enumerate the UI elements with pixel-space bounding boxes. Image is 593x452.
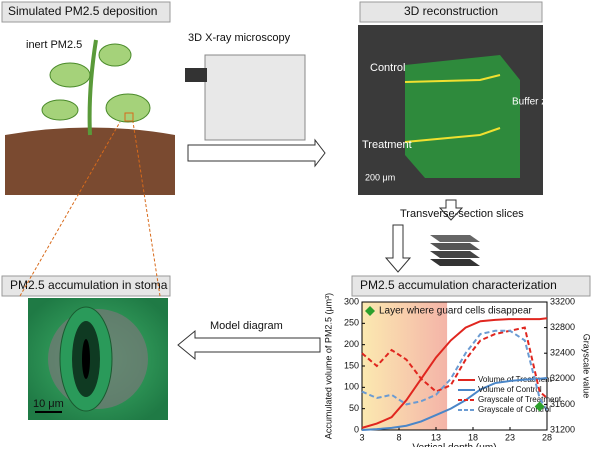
series-line (361, 376, 548, 431)
y-tick-label: 200 (344, 339, 359, 349)
x-axis-label: Vertical depth (μm) (412, 443, 496, 447)
pore (82, 339, 90, 379)
y-tick-label: 250 (344, 318, 359, 328)
y2-tick-label: 32000 (550, 373, 575, 383)
annotation: Layer where guard cells disappear (379, 306, 533, 317)
y2-tick-label: 32400 (550, 348, 575, 358)
label: Buffer zone (512, 97, 563, 108)
y2-tick-label: 31200 (550, 424, 575, 434)
soil (5, 127, 175, 195)
microscope (204, 54, 306, 141)
label: Model diagram (210, 320, 283, 332)
arrow (438, 199, 464, 221)
panel-title: Simulated PM2.5 deposition (8, 4, 157, 18)
scale-label: 10 μm (33, 398, 64, 410)
boundary (404, 127, 501, 143)
y-tick-label: 100 (344, 382, 359, 392)
annotation-marker (534, 401, 545, 412)
label: 3D X-ray microscopy (188, 32, 291, 44)
shaded-region (362, 302, 448, 430)
y-tick-label: 300 (344, 296, 359, 306)
x-tick-label: 13 (431, 432, 441, 442)
zoom-box (124, 112, 134, 122)
arrow (187, 138, 326, 168)
boundary (404, 74, 501, 83)
y-tick-label: 0 (354, 424, 359, 434)
label: Treatment (362, 139, 412, 151)
volume (405, 55, 520, 178)
legend-label: Volume of Control (478, 385, 542, 394)
x-tick-label: 28 (542, 432, 552, 442)
leaf (98, 43, 132, 67)
zoom-line (132, 121, 161, 297)
y2-tick-label: 32800 (550, 322, 575, 332)
title-box (1, 275, 171, 297)
y-tick-label: 150 (344, 360, 359, 370)
label: Control (370, 62, 405, 74)
monitor (185, 68, 207, 82)
panel-title: PM2.5 accumulation in stoma (10, 278, 168, 292)
y2-axis-label: Grayscale value (582, 334, 592, 399)
stem (87, 39, 98, 136)
leaf (49, 62, 91, 88)
x-tick-label: 8 (396, 432, 401, 442)
x-tick-label: 3 (359, 432, 364, 442)
slices (430, 235, 480, 266)
title-box (1, 1, 171, 23)
y-tick-label: 50 (349, 403, 359, 413)
leaf (105, 93, 151, 123)
scale-label: 200 μm (365, 172, 395, 182)
panel-title: 3D reconstruction (404, 4, 498, 18)
x-tick-label: 18 (468, 432, 478, 442)
title-box (359, 1, 543, 23)
series-line (361, 317, 548, 429)
legend-marker (365, 306, 375, 316)
x-tick-label: 23 (505, 432, 515, 442)
y-axis-label: Accumulated volume of PM2.5 (μm³) (323, 293, 333, 439)
leaf (41, 99, 79, 121)
series-line (361, 326, 548, 399)
panel-title: PM2.5 accumulation characterization (360, 278, 557, 292)
arrow (384, 224, 412, 273)
label: Transverse-section slices (400, 208, 524, 220)
y2-tick-label: 33200 (550, 296, 575, 306)
arrow (177, 329, 321, 361)
y2-tick-label: 31600 (550, 399, 575, 409)
zoom-line (19, 121, 121, 297)
legend-label: Grayscale of Treatment (478, 395, 562, 404)
label: inert PM2.5 (26, 39, 82, 51)
series-line (361, 329, 548, 412)
title-box (351, 275, 591, 297)
legend-label: Grayscale of Control (478, 405, 551, 414)
